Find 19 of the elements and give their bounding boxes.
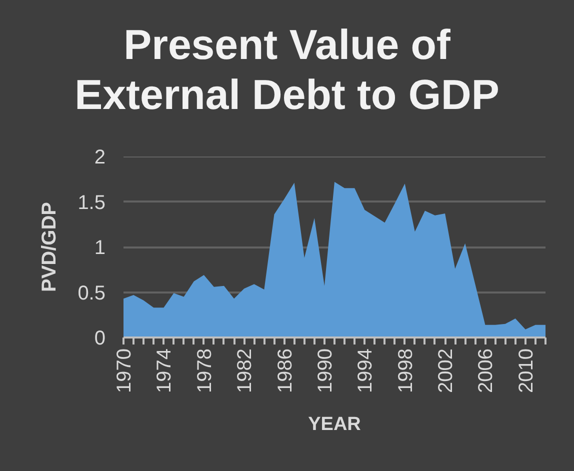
x-tick-label: 1986 [274,348,296,393]
y-tick-label: 1 [94,237,106,259]
x-tick-label: 1974 [154,348,176,393]
x-tick-label: 1982 [234,348,256,393]
x-tick-label: 1978 [194,348,216,393]
x-tick-label: 1994 [354,348,377,393]
y-tick-label: 1.5 [78,192,106,214]
x-tick-label: 1990 [314,348,336,393]
y-axis-title: PVD/GDP [38,202,61,292]
y-tick-label: 0.5 [78,282,106,304]
x-tick-label: 2006 [475,348,498,393]
x-tick-label: 1998 [394,348,417,393]
y-tick-label: 2 [94,146,106,168]
y-tick-label: 0 [94,328,106,350]
x-tick-label: 2010 [515,348,538,393]
x-tick-label: 1970 [114,348,136,393]
x-axis-title: YEAR [308,414,362,435]
x-tick-label: 2002 [435,348,458,393]
chart-title: Present Value of External Debt to GDP [74,20,500,120]
